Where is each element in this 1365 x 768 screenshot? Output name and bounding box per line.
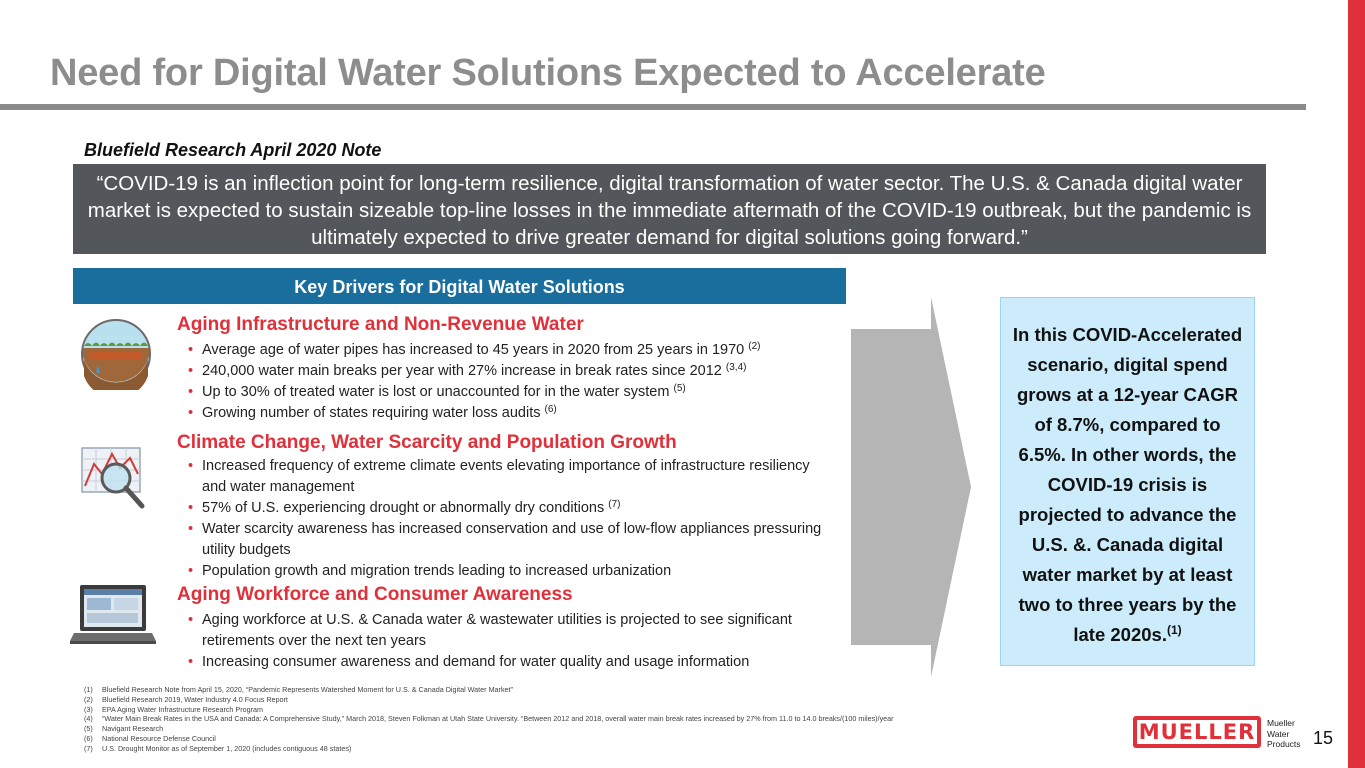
list-item: Growing number of states requiring water… [188,403,760,424]
footnote: (4) “Water Main Break Rates in the USA an… [84,714,894,724]
list-item: 57% of U.S. experiencing drought or abno… [188,498,828,519]
chart-magnifier-icon [81,447,145,509]
drivers-header: Key Drivers for Digital Water Solutions [73,268,846,304]
footnote: (2) Bluefield Research 2019, Water Indust… [84,694,288,704]
footnote: (6) National Resource Defense Council [84,733,216,743]
list-item: Average age of water pipes has increased… [188,340,760,361]
section-title-climate-change: Climate Change, Water Scarcity and Popul… [177,432,677,453]
note-heading: Bluefield Research April 2020 Note [84,140,382,160]
bullet-list-aging-workforce: Aging workforce at U.S. & Canada water &… [188,610,828,673]
research-quote: “COVID-19 is an inflection point for lon… [73,164,1266,254]
list-item: 240,000 water main breaks per year with … [188,361,760,382]
accent-side-bar [1348,0,1365,768]
mueller-logo: MUELLER [1133,716,1261,748]
footnote: (3) EPA Aging Water Infrastructure Resear… [84,704,263,714]
callout-text: In this COVID-Accelerated scenario, digi… [1012,324,1243,645]
section-title-aging-workforce: Aging Workforce and Consumer Awareness [177,584,573,605]
slide-title: Need for Digital Water Solutions Expecte… [50,52,1046,94]
logo-company-name: Mueller Water Products [1267,718,1301,749]
section-title-aging-infrastructure: Aging Infrastructure and Non-Revenue Wat… [177,314,584,335]
laptop-icon [70,585,156,644]
list-item: Population growth and migration trends l… [188,561,828,582]
scenario-callout: In this COVID-Accelerated scenario, digi… [1000,297,1255,666]
callout-ref: (1) [1166,623,1182,637]
page-number: 15 [1313,728,1334,748]
footnote: (7) U.S. Drought Monitor as of September … [84,743,352,753]
list-item: Up to 30% of treated water is lost or un… [188,382,760,403]
water-pipe-icon [81,319,151,390]
list-item: Aging workforce at U.S. & Canada water &… [188,610,828,652]
list-item: Water scarcity awareness has increased c… [188,519,828,561]
title-divider [0,104,1306,110]
footnotes: (1) Bluefield Research Note from April 15… [84,685,894,754]
logo-wordmark: MUELLER [1137,720,1257,744]
bullet-list-aging-infrastructure: Average age of water pipes has increased… [188,340,760,424]
list-item: Increased frequency of extreme climate e… [188,456,828,498]
bullet-list-climate-change: Increased frequency of extreme climate e… [188,456,828,582]
footnote: (1) Bluefield Research Note from April 15… [84,685,513,694]
right-arrow-icon [851,297,971,677]
footnote: (5) Navigant Research [84,724,164,734]
list-item: Increasing consumer awareness and demand… [188,652,828,673]
